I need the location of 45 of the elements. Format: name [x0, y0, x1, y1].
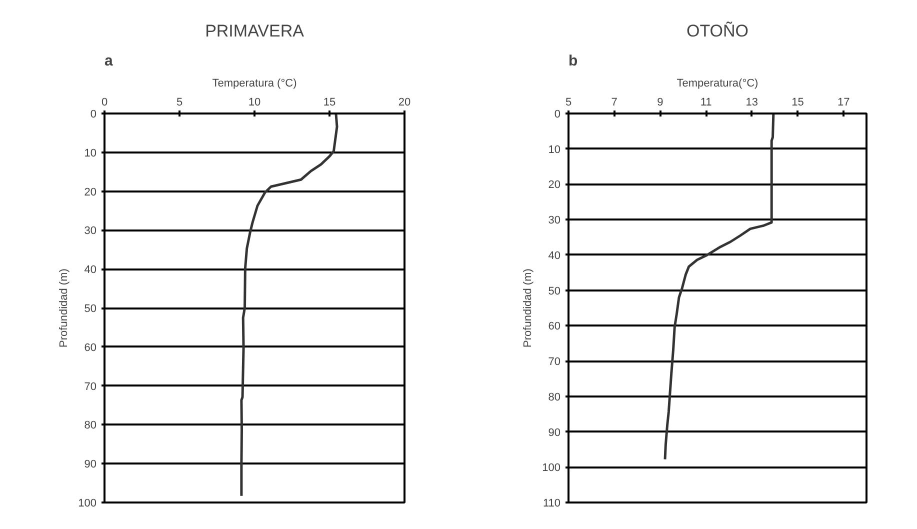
x-tick-label: 0 — [101, 96, 108, 108]
y-tick-label: 90 — [84, 458, 97, 471]
y-tick-label: 50 — [84, 303, 97, 315]
chart-title: PRIMAVERA — [205, 22, 305, 40]
y-tick-label: 70 — [548, 356, 561, 368]
y-tick-label: 100 — [78, 498, 97, 510]
x-tick-label: 15 — [323, 96, 336, 108]
x-tick-label: 11 — [700, 96, 712, 108]
x-tick-label: 5 — [565, 96, 572, 108]
y-tick-label: 20 — [548, 179, 561, 192]
x-axis-title: Temperatura (°C) — [212, 78, 297, 90]
y-tick-label: 10 — [548, 144, 561, 156]
y-tick-label: 70 — [84, 380, 97, 393]
text: b — [568, 52, 578, 70]
y-tick-label: 40 — [84, 264, 97, 276]
x-tick-label: 7 — [611, 96, 618, 108]
x-tick-label: 17 — [837, 96, 850, 108]
line-series — [240, 114, 338, 498]
y-axis-title: Profundidad (m) — [522, 268, 534, 348]
y-tick-label: 110 — [542, 498, 561, 510]
y-tick-label: 100 — [542, 462, 561, 474]
y-tick-label: 60 — [548, 320, 561, 333]
x-tick-label: 10 — [248, 96, 261, 108]
x-tick-label: 5 — [176, 96, 183, 108]
y-tick-label: 30 — [84, 225, 97, 238]
text: a — [104, 52, 114, 70]
y-tick-label: 30 — [548, 214, 561, 227]
x-axis-title: Temperatura(°C) — [676, 78, 758, 90]
x-tick-label: 9 — [657, 96, 664, 108]
y-tick-label: 20 — [84, 186, 97, 198]
chart-title: OTOÑO — [686, 22, 749, 40]
y-tick-label: 80 — [548, 391, 561, 404]
y-tick-label: 90 — [548, 426, 561, 439]
y-tick-label: 0 — [90, 108, 97, 120]
y-axis-title: Profundidad (m) — [58, 268, 70, 348]
y-tick-label: 60 — [84, 342, 97, 354]
x-tick-label: 20 — [398, 96, 411, 108]
y-tick-label: 80 — [84, 420, 97, 432]
x-tick-label: 13 — [746, 96, 758, 108]
y-tick-label: 0 — [554, 108, 561, 120]
x-tick-label: 15 — [792, 96, 804, 108]
y-tick-label: 10 — [84, 147, 97, 160]
y-tick-label: 50 — [548, 285, 561, 298]
y-tick-label: 40 — [548, 250, 561, 262]
line-series — [664, 114, 775, 461]
